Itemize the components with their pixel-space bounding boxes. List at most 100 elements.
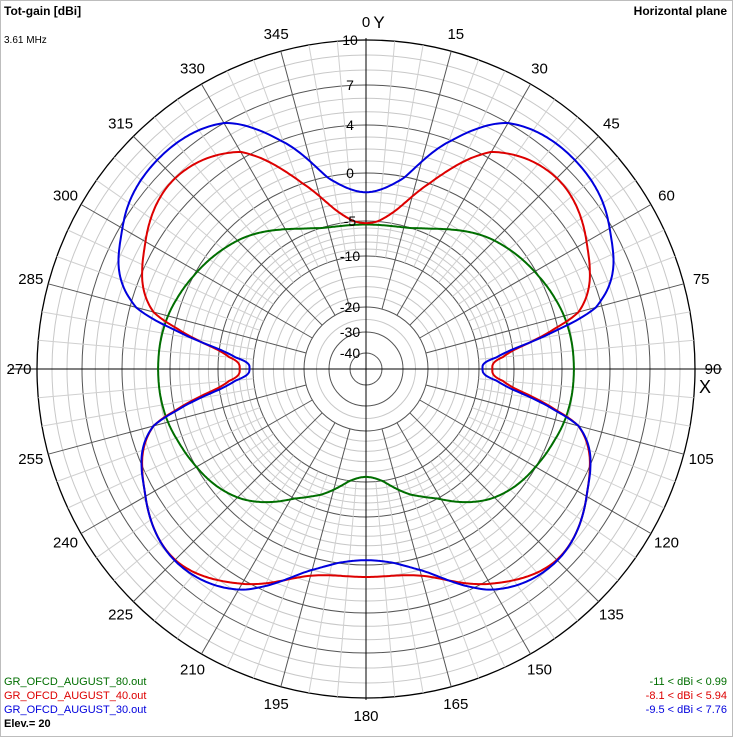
major-spoke: [48, 384, 307, 455]
major-spoke: [201, 422, 336, 655]
major-spoke: [133, 412, 323, 602]
major-spoke: [48, 283, 307, 354]
minor-spoke: [385, 44, 424, 258]
minor-spoke: [336, 481, 357, 697]
angle-tick-label: 300: [53, 188, 78, 205]
radial-tick-label: 4: [346, 117, 354, 133]
minor-spoke: [41, 388, 255, 427]
angle-tick-label: 210: [180, 662, 205, 679]
minor-spoke: [226, 471, 319, 668]
radial-tick-label: -30: [340, 324, 360, 340]
minor-spoke: [113, 441, 280, 581]
minor-spoke: [430, 461, 556, 639]
minor-spoke: [154, 116, 294, 283]
minor-spoke: [38, 339, 254, 360]
minor-spoke: [385, 480, 424, 694]
minor-spoke: [96, 433, 274, 559]
minor-spoke: [477, 388, 691, 427]
minor-spoke: [226, 70, 319, 267]
minor-spoke: [176, 99, 302, 277]
series-40-line: [141, 150, 591, 586]
minor-spoke: [154, 455, 294, 622]
major-spoke: [381, 51, 452, 310]
minor-spoke: [438, 116, 578, 283]
angle-tick-label: 150: [527, 662, 552, 679]
minor-spoke: [56, 256, 260, 331]
radial-tick-label: 0: [346, 165, 354, 181]
angle-tick-label: 225: [108, 606, 133, 623]
plane-label: Horizontal plane: [633, 4, 727, 18]
angle-tick-label: 180: [353, 708, 378, 725]
angle-tick-label: 45: [603, 116, 620, 133]
minor-spoke: [96, 179, 274, 305]
minor-spoke: [67, 416, 264, 509]
minor-spoke: [452, 441, 619, 581]
minor-spoke: [113, 157, 280, 297]
minor-spoke: [472, 407, 676, 482]
angle-tick-label: 120: [654, 535, 679, 552]
chart-title: Tot-gain [dBi]: [4, 4, 82, 18]
angle-tick-label: 240: [53, 535, 78, 552]
angle-tick-label: 270: [6, 361, 31, 378]
radial-tick-label: -10: [340, 248, 360, 264]
major-spoke: [425, 283, 684, 354]
angle-tick-label: 255: [18, 451, 43, 468]
minor-spoke: [38, 378, 254, 399]
minor-spoke: [472, 256, 676, 331]
minor-spoke: [375, 481, 396, 697]
x-axis-label: X: [699, 377, 711, 397]
major-spoke: [409, 136, 599, 326]
minor-spoke: [452, 157, 619, 297]
minor-spoke: [478, 339, 694, 360]
minor-spoke: [176, 461, 302, 639]
range-series-30: -9.5 < dBi < 7.76: [645, 704, 727, 716]
minor-spoke: [458, 179, 636, 305]
major-spoke: [409, 412, 599, 602]
angle-tick-label: 105: [689, 451, 714, 468]
angle-tick-label: 90: [705, 361, 722, 378]
minor-spoke: [477, 311, 691, 350]
minor-spoke: [430, 99, 556, 277]
radial-tick-label: -5: [344, 213, 357, 229]
major-spoke: [280, 428, 351, 687]
radial-tick-label: -20: [340, 299, 360, 315]
major-spoke: [425, 384, 684, 455]
series-80-line: [157, 223, 575, 504]
angle-tick-label: 345: [264, 26, 289, 43]
major-spoke: [280, 51, 351, 310]
legend-series-30: GR_OFCD_AUGUST_30.out: [4, 704, 147, 716]
angle-tick-label: 60: [658, 188, 675, 205]
angle-tick-label: 135: [599, 606, 624, 623]
legend-series-40: GR_OFCD_AUGUST_40.out: [4, 690, 147, 702]
minor-spoke: [41, 311, 255, 350]
major-spoke: [381, 428, 452, 687]
angle-tick-label: 0: [362, 14, 370, 31]
range-series-40: -8.1 < dBi < 5.94: [645, 690, 727, 702]
minor-spoke: [413, 471, 506, 668]
minor-spoke: [468, 229, 665, 322]
minor-spoke: [438, 455, 578, 622]
minor-spoke: [413, 70, 506, 267]
frequency-label: 3.61 MHz: [4, 35, 47, 46]
minor-spoke: [458, 433, 636, 559]
tick-labels: 0 15 30 45 60 75 90 105 120 135 150 165 180 195 210 225…: [6, 13, 721, 725]
major-spoke: [396, 422, 531, 655]
elevation-label: Elev.= 20: [4, 718, 51, 730]
minor-spoke: [308, 44, 347, 258]
minor-spoke: [56, 407, 260, 482]
minor-spoke: [468, 416, 665, 509]
angle-tick-label: 330: [180, 61, 205, 78]
radial-tick-label: 7: [346, 77, 354, 93]
angle-tick-label: 15: [447, 26, 464, 43]
angle-spokes: [10, 38, 722, 700]
angle-tick-label: 75: [693, 271, 710, 288]
angle-tick-label: 195: [264, 696, 289, 713]
minor-spoke: [308, 480, 347, 694]
minor-spoke: [67, 229, 264, 322]
radial-tick-label: -40: [340, 345, 360, 361]
angle-tick-label: 315: [108, 116, 133, 133]
minor-spoke: [478, 378, 694, 399]
angle-tick-label: 285: [18, 271, 43, 288]
